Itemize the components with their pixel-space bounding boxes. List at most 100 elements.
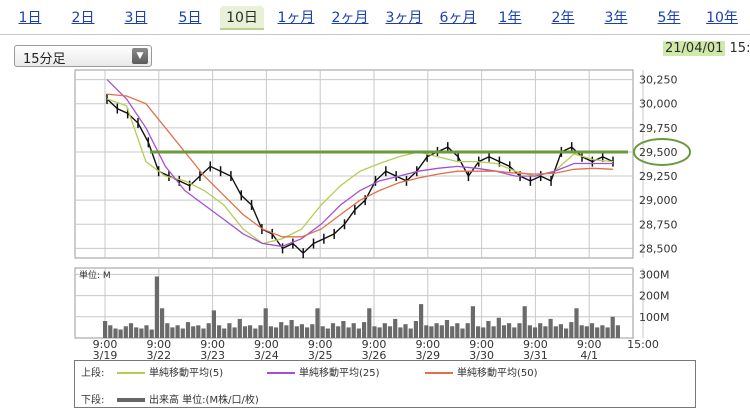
tab-10y[interactable]: 10年 xyxy=(706,10,738,26)
chart-legend: 上段: 単純移動平均(5) 単純移動平均(25) 単純移動平均(50) 下段: … xyxy=(74,360,696,408)
volume-bar xyxy=(263,308,268,338)
chevron-down-icon[interactable]: ▼ xyxy=(132,48,148,64)
volume-bar xyxy=(222,328,227,338)
volume-bar xyxy=(398,327,403,338)
x-tick-date: 3/19 xyxy=(93,349,118,360)
volume-bar xyxy=(185,322,191,338)
price-tick-label: 29,250 xyxy=(639,170,678,183)
tab-3y[interactable]: 3年 xyxy=(604,10,628,26)
volume-bar xyxy=(268,326,273,338)
period-tab-bar: 1日 2日 3日 5日 10日 1ヶ月 2ヶ月 3ヶ月 6ヶ月 1年 2年 3年… xyxy=(0,0,750,36)
legend-volume-label: 出来高 単位:(M株/口/枚) xyxy=(149,395,259,406)
volume-bar xyxy=(569,322,574,338)
volume-bar xyxy=(206,323,211,338)
volume-bar xyxy=(134,327,139,338)
moving-average-lines xyxy=(106,79,614,248)
volume-bar xyxy=(589,323,595,338)
tab-10d[interactable]: 10日 xyxy=(220,6,264,30)
volume-bar xyxy=(393,318,398,338)
volume-bar xyxy=(175,325,180,338)
legend-volume-swatch xyxy=(117,398,145,402)
volume-tick-label: 200M xyxy=(639,290,670,303)
volume-unit-label: 単位: M xyxy=(79,269,111,281)
chart-time: 15:15 xyxy=(729,41,750,56)
volume-bar xyxy=(217,325,222,338)
tab-2m[interactable]: 2ヶ月 xyxy=(331,10,369,26)
x-tick-time: 9:00 xyxy=(254,338,279,351)
tab-3d[interactable]: 3日 xyxy=(124,10,148,26)
volume-bar xyxy=(372,326,377,338)
tab-3m[interactable]: 3ヶ月 xyxy=(385,10,423,26)
volume-bar xyxy=(325,328,330,338)
volume-bar xyxy=(103,321,108,338)
volume-bar xyxy=(486,321,491,338)
volume-bar xyxy=(320,326,325,338)
price-tick-label: 28,500 xyxy=(639,242,678,255)
tab-divider xyxy=(0,34,750,35)
volume-bar xyxy=(362,322,367,338)
volume-bar xyxy=(201,328,206,338)
ma-line-ma50 xyxy=(106,93,614,238)
volume-bar xyxy=(170,327,175,338)
volume-bar xyxy=(273,327,279,338)
x-tick-time: 9:00 xyxy=(415,338,440,351)
tab-5y[interactable]: 5年 xyxy=(657,10,681,26)
tab-6m[interactable]: 6ヶ月 xyxy=(439,10,477,26)
volume-bar xyxy=(527,325,532,338)
volume-bar xyxy=(382,323,387,338)
volume-axis-ticks: 300M 200M 100M xyxy=(639,268,670,323)
x-tick-time: 9:00 xyxy=(362,338,387,351)
volume-bar xyxy=(191,326,196,338)
volume-bars xyxy=(103,276,620,338)
volume-bar xyxy=(532,327,538,338)
x-tick-date: 4/1 xyxy=(580,349,598,360)
tab-2d[interactable]: 2日 xyxy=(71,10,95,26)
volume-bar xyxy=(253,328,258,338)
volume-bar xyxy=(367,308,372,338)
volume-bar xyxy=(408,328,413,338)
volume-bar xyxy=(356,328,361,338)
x-tick-date: 3/24 xyxy=(254,349,279,360)
tab-1m[interactable]: 1ヶ月 xyxy=(277,10,315,26)
volume-bar xyxy=(330,323,336,338)
volume-bar xyxy=(470,306,475,338)
volume-bar xyxy=(579,325,584,338)
volume-bar xyxy=(294,326,299,338)
volume-bar xyxy=(232,327,237,338)
volume-bar xyxy=(434,323,439,338)
volume-bar xyxy=(284,325,289,338)
x-tick-time: 9:00 xyxy=(146,338,171,351)
x-tick-date: 3/23 xyxy=(200,349,225,360)
volume-bar xyxy=(248,325,253,338)
volume-bar xyxy=(242,326,248,338)
tab-1y[interactable]: 1年 xyxy=(498,10,522,26)
volume-bar xyxy=(165,323,170,338)
volume-tick-label: 100M xyxy=(639,311,670,324)
volume-bar xyxy=(305,327,310,338)
interval-select[interactable]: 15分足 ▼ xyxy=(14,45,152,67)
annotation-layer xyxy=(150,137,691,166)
tab-2y[interactable]: 2年 xyxy=(551,10,575,26)
legend-upper-label: 上段: xyxy=(81,368,105,379)
tab-5d[interactable]: 5日 xyxy=(178,10,202,26)
volume-bar xyxy=(476,326,481,338)
volume-bar xyxy=(424,325,429,338)
price-panel-frame xyxy=(74,69,634,259)
legend-ma25-label: 単純移動平均(25) xyxy=(299,368,380,379)
volume-bar xyxy=(144,325,149,338)
volume-bar xyxy=(139,328,144,338)
volume-bar xyxy=(548,318,553,338)
volume-bar xyxy=(154,276,159,338)
x-tick-time: 9:00 xyxy=(308,338,333,351)
volume-bar xyxy=(377,327,382,338)
legend-ma25-swatch xyxy=(267,372,295,374)
x-tick-time: 15:00 xyxy=(627,338,659,351)
legend-ma25: 単純移動平均(25) xyxy=(267,364,380,379)
volume-bar xyxy=(450,326,455,338)
volume-bar xyxy=(351,323,356,338)
volume-bar xyxy=(538,323,543,338)
volume-bar xyxy=(553,326,558,338)
x-tick-date: 3/26 xyxy=(362,349,387,360)
tab-1d[interactable]: 1日 xyxy=(18,10,42,26)
volume-bar xyxy=(501,325,507,338)
